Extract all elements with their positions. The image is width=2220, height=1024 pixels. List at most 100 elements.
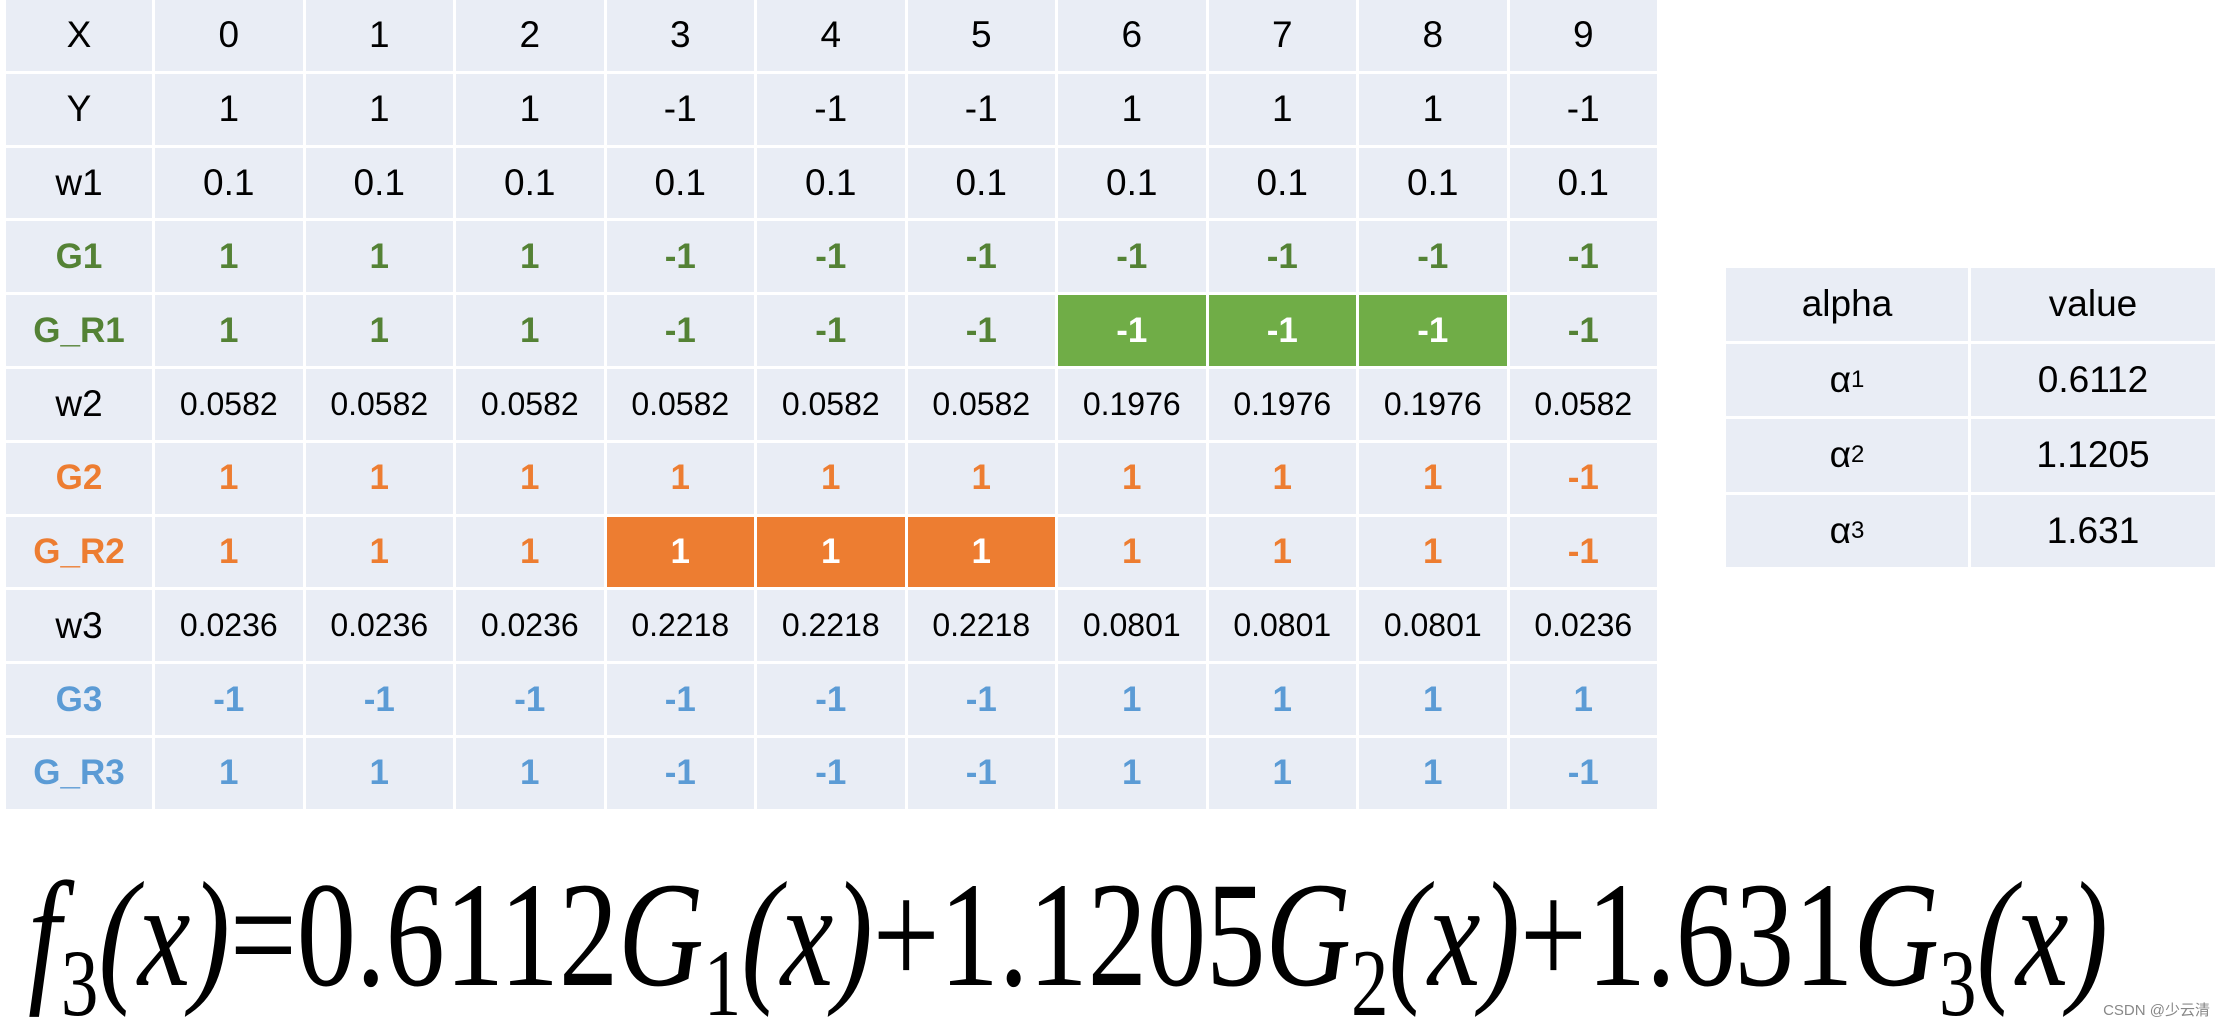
table-cell: 1 <box>1208 664 1356 735</box>
table-cell: 1 <box>305 221 453 293</box>
table-cell: 0.1976 <box>1359 369 1507 440</box>
table-cell: 1 <box>155 221 303 293</box>
alpha-sub: 2 <box>1851 441 1865 469</box>
table-cell: 1 <box>456 516 604 588</box>
table-cell: -1 <box>907 738 1055 809</box>
alpha-sub: 3 <box>1851 516 1865 544</box>
table-cell: 1 <box>1058 73 1206 145</box>
table-cell: 1 <box>1359 664 1507 735</box>
table-cell: 1 <box>305 73 453 145</box>
alpha-header: alpha <box>1726 268 1968 341</box>
table-cell: 1 <box>606 442 754 514</box>
table-cell: 0.0236 <box>155 590 303 662</box>
table-cell: 0.1 <box>606 147 754 219</box>
table-cell: 0.0582 <box>1509 369 1657 440</box>
func-sub: 3 <box>61 930 99 1024</box>
table-cell: -1 <box>1509 73 1657 145</box>
table-cell: 2 <box>456 0 604 71</box>
row-label: G1 <box>6 221 152 293</box>
table-cell: 1 <box>1208 516 1356 588</box>
alpha-value: 1.631 <box>1971 494 2215 567</box>
table-cell: 0.1 <box>1509 147 1657 219</box>
table-cell: -1 <box>1509 738 1657 809</box>
table-cell: 0 <box>155 0 303 71</box>
table-cell: 1 <box>456 738 604 809</box>
table-cell: 1 <box>155 73 303 145</box>
row-label: G_R3 <box>6 738 152 809</box>
coefficient: 1.1205 <box>940 852 1266 1018</box>
table-cell: -1 <box>757 221 905 293</box>
row-label: w3 <box>6 590 152 662</box>
table-cell: -1 <box>1509 295 1657 366</box>
func-arg: (x) <box>98 852 229 1018</box>
operator: = <box>230 852 297 1018</box>
table-cell: 1 <box>757 516 905 588</box>
operator: + <box>873 852 940 1018</box>
table-cell: 1 <box>1058 516 1206 588</box>
table-cell: 0.0801 <box>1058 590 1206 662</box>
table-cell: 1 <box>1359 738 1507 809</box>
table-cell: 0.1976 <box>1208 369 1356 440</box>
table-cell: 1 <box>1058 664 1206 735</box>
table-cell: 1 <box>155 738 303 809</box>
table-cell: -1 <box>305 664 453 735</box>
table-cell: 0.1976 <box>1058 369 1206 440</box>
table-cell: 1 <box>305 738 453 809</box>
func-arg: (x) <box>741 852 872 1018</box>
table-cell: 0.1 <box>456 147 604 219</box>
func-arg: (x) <box>1389 852 1520 1018</box>
row-label: G_R2 <box>6 516 152 588</box>
table-cell: 3 <box>606 0 754 71</box>
table-cell: -1 <box>1208 221 1356 293</box>
table-cell: -1 <box>606 221 754 293</box>
row-label: G_R1 <box>6 295 152 366</box>
row-label: G3 <box>6 664 152 735</box>
table-cell: 0.1 <box>1208 147 1356 219</box>
table-cell: -1 <box>757 664 905 735</box>
func-sub: 2 <box>1351 930 1389 1024</box>
table-cell: 1 <box>305 295 453 366</box>
alpha-name: α <box>1829 509 1852 551</box>
row-label: G2 <box>6 442 152 514</box>
table-cell: -1 <box>606 295 754 366</box>
table-cell: 1 <box>907 516 1055 588</box>
table-cell: -1 <box>907 73 1055 145</box>
table-cell: 0.0582 <box>456 369 604 440</box>
table-cell: -1 <box>757 295 905 366</box>
table-cell: 6 <box>1058 0 1206 71</box>
coefficient: 1.631 <box>1587 852 1854 1018</box>
table-cell: 0.0582 <box>155 369 303 440</box>
table-cell: 0.1 <box>757 147 905 219</box>
table-cell: -1 <box>1058 221 1206 293</box>
table-cell: -1 <box>757 73 905 145</box>
func-name: G <box>1265 852 1351 1018</box>
table-cell: 1 <box>456 442 604 514</box>
table-cell: -1 <box>155 664 303 735</box>
table-cell: 1 <box>155 295 303 366</box>
table-cell: 0.0582 <box>305 369 453 440</box>
table-cell: 1 <box>907 442 1055 514</box>
table-cell: -1 <box>1359 295 1507 366</box>
func-name: f <box>28 852 75 1018</box>
table-cell: -1 <box>1509 221 1657 293</box>
table-cell: 1 <box>305 442 453 514</box>
func-name: G <box>618 852 704 1018</box>
table-cell: 7 <box>1208 0 1356 71</box>
table-cell: 1 <box>155 516 303 588</box>
table-cell: -1 <box>606 664 754 735</box>
table-cell: -1 <box>757 738 905 809</box>
table-cell: 0.2218 <box>907 590 1055 662</box>
table-cell: 8 <box>1359 0 1507 71</box>
table-cell: 0.0801 <box>1359 590 1507 662</box>
func-sub: 1 <box>704 930 742 1024</box>
table-cell: 1 <box>456 73 604 145</box>
alpha-header: value <box>1971 268 2215 341</box>
table-cell: 1 <box>1208 73 1356 145</box>
table-cell: 0.0582 <box>907 369 1055 440</box>
table-cell: 1 <box>1058 738 1206 809</box>
table-cell: -1 <box>1509 516 1657 588</box>
func-sub: 3 <box>1939 930 1977 1024</box>
table-cell: 1 <box>305 0 453 71</box>
table-cell: -1 <box>606 738 754 809</box>
table-cell: 1 <box>1359 516 1507 588</box>
